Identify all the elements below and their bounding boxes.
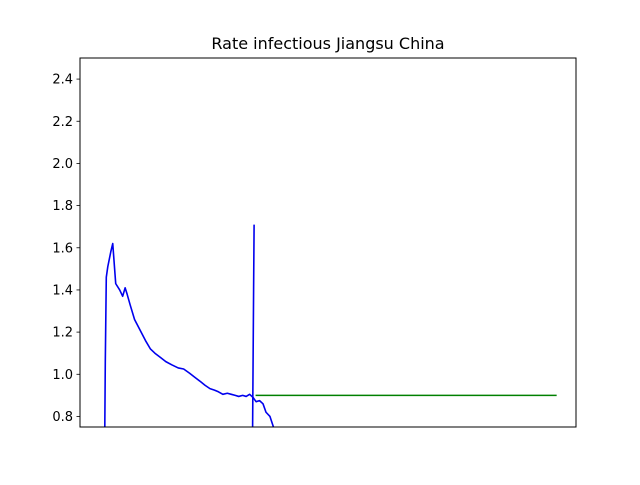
y-tick-label: 0.8 (52, 410, 73, 425)
plot-lines (104, 224, 557, 427)
series-line-2 (251, 224, 255, 427)
y-axis: 0.8 1.0 1.2 1.4 1.6 1.8 2.0 2.2 2.4 (52, 73, 80, 425)
y-tick-label: 2.4 (52, 73, 73, 88)
y-tick-label: 1.4 (52, 283, 73, 298)
y-tick-label: 1.0 (52, 368, 73, 383)
y-tick-label: 1.8 (52, 199, 73, 214)
y-tick-label: 2.0 (52, 157, 73, 172)
chart-title: Rate infectious Jiangsu China (211, 34, 444, 53)
axes-frame (79, 57, 577, 428)
y-tick-label: 2.2 (52, 115, 73, 130)
y-tick-label: 1.2 (52, 326, 73, 341)
y-tick-label: 1.6 (52, 241, 73, 256)
series-line-1 (104, 242, 275, 427)
